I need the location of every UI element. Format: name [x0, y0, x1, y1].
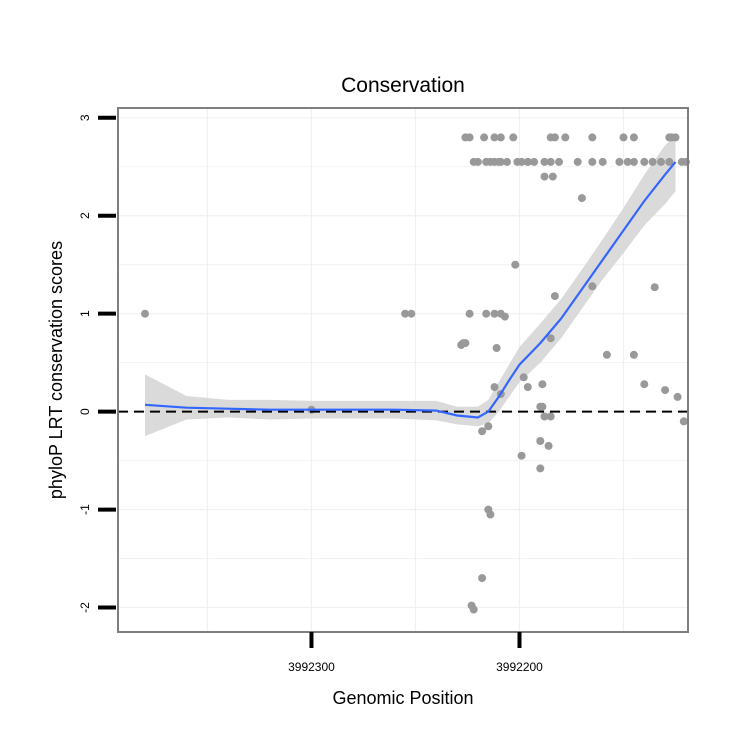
x-tick-label: 3992300 — [288, 660, 335, 674]
data-point — [629, 350, 638, 359]
data-point — [492, 344, 501, 352]
x-axis-title: Genomic Position — [332, 688, 473, 708]
data-point — [511, 260, 520, 269]
data-point — [523, 383, 532, 392]
data-point — [538, 380, 547, 389]
y-tick-label: 0 — [78, 408, 92, 415]
y-axis: -2 -1 0 1 2 3 — [78, 114, 116, 613]
smooth-line-layer — [144, 161, 677, 419]
data-point — [619, 133, 628, 142]
data-point — [480, 133, 489, 142]
data-point — [469, 605, 478, 614]
data-point — [490, 133, 499, 142]
data-point — [503, 157, 511, 166]
data-point — [546, 133, 555, 142]
y-tick-label: 3 — [78, 114, 92, 121]
data-point — [548, 172, 557, 181]
data-point — [544, 441, 553, 450]
data-point — [484, 422, 493, 431]
data-point — [536, 464, 545, 473]
data-point — [401, 309, 410, 318]
data-point — [509, 133, 518, 142]
data-point — [519, 373, 528, 382]
data-point — [588, 282, 597, 291]
data-point — [500, 312, 509, 321]
data-point — [478, 574, 487, 583]
data-point — [615, 157, 624, 166]
y-tick-label: 1 — [78, 310, 92, 317]
data-point — [536, 402, 545, 411]
data-point — [679, 417, 688, 426]
data-point — [657, 157, 665, 166]
data-point — [588, 133, 597, 142]
data-point — [546, 157, 555, 166]
data-point — [459, 339, 468, 348]
data-point — [536, 437, 545, 445]
data-point — [673, 392, 682, 401]
data-point — [640, 157, 649, 166]
data-point — [665, 157, 674, 166]
data-point — [602, 350, 611, 359]
smooth-fit-line — [144, 161, 677, 419]
data-point — [490, 309, 499, 318]
points-layer — [141, 133, 690, 614]
data-point — [540, 172, 549, 181]
data-point — [629, 157, 638, 166]
data-point — [523, 157, 532, 166]
data-point — [561, 133, 570, 142]
data-point — [623, 157, 632, 166]
y-tick-label: 2 — [78, 212, 92, 219]
data-point — [141, 309, 149, 318]
data-point — [496, 157, 505, 166]
data-point — [573, 157, 582, 166]
chart-title: Conservation — [341, 74, 465, 97]
data-point — [517, 451, 526, 460]
data-point — [478, 427, 487, 436]
data-point — [496, 133, 505, 142]
data-point — [629, 133, 638, 142]
data-point — [482, 309, 491, 318]
data-point — [598, 157, 607, 166]
data-point — [465, 133, 474, 142]
data-point — [588, 157, 597, 166]
data-point — [407, 309, 416, 318]
data-point — [640, 380, 649, 389]
data-point — [546, 412, 555, 421]
data-point — [555, 157, 563, 166]
data-point — [482, 157, 491, 166]
x-tick-label: 3992200 — [496, 660, 543, 674]
data-point — [661, 386, 670, 395]
data-point — [486, 510, 495, 519]
data-point — [517, 157, 526, 166]
y-axis-title: phyloP LRT conservation scores — [46, 241, 66, 499]
data-point — [648, 157, 657, 166]
data-point — [650, 283, 659, 292]
data-point — [540, 412, 549, 421]
confidence-ribbon-layer — [145, 135, 676, 437]
y-tick-label: -2 — [78, 602, 92, 613]
y-tick-label: -1 — [78, 504, 92, 515]
confidence-ribbon — [145, 135, 676, 437]
data-point — [473, 157, 482, 166]
data-point — [530, 157, 539, 166]
data-point — [546, 334, 555, 343]
data-point — [540, 157, 549, 166]
data-point — [550, 292, 559, 301]
data-point — [577, 194, 586, 203]
data-point — [490, 383, 499, 392]
x-axis: 3992300 3992200 — [288, 632, 543, 674]
data-point — [667, 133, 676, 142]
data-point — [465, 309, 474, 318]
plot-panel-border — [117, 107, 689, 633]
